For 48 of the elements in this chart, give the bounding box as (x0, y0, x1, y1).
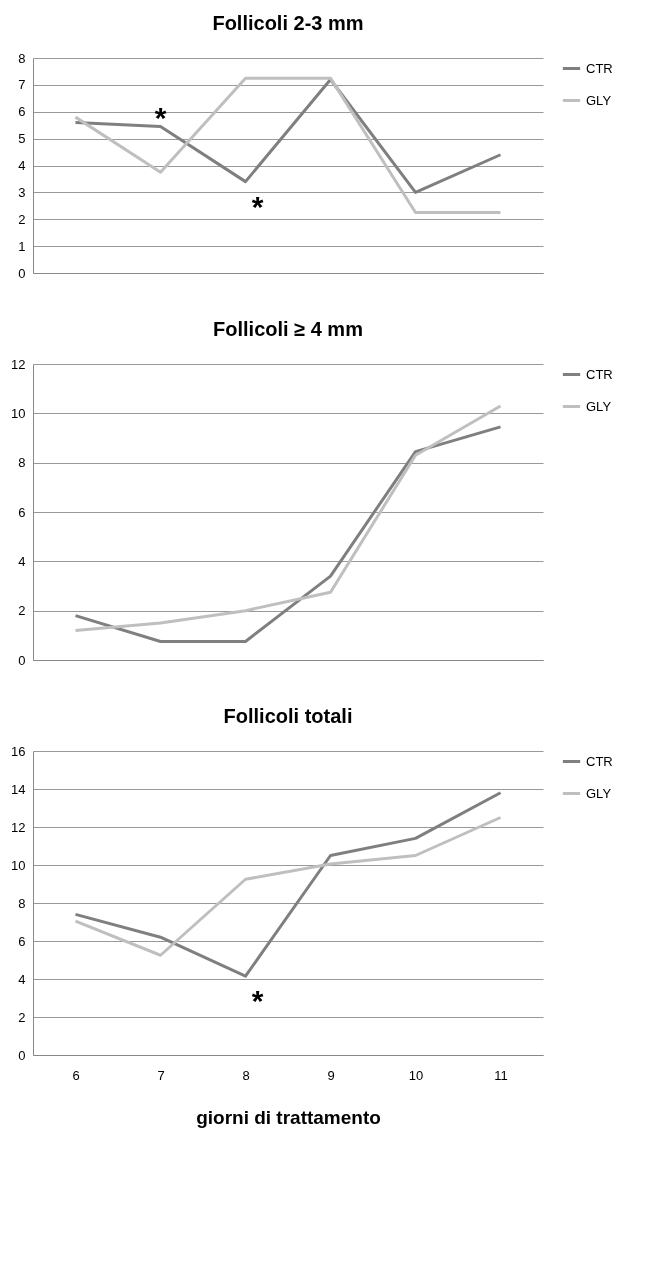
x-tick-label: 7 (157, 1067, 165, 1083)
x-axis-title: giorni di trattamento (196, 1106, 381, 1128)
y-tick-label: 2 (18, 603, 26, 619)
y-tick-label: 10 (11, 405, 26, 421)
y-tick-label: 1 (18, 238, 26, 254)
line-series (74, 791, 502, 978)
legend-label: GLY (586, 785, 612, 801)
y-tick-label: 3 (18, 184, 26, 200)
y-tick-label: 8 (18, 895, 26, 911)
annotation: * (154, 100, 167, 134)
y-tick-label: 7 (18, 77, 26, 93)
chart-title: Follicoli ≥ 4 mm (213, 318, 363, 340)
y-tick-label: 12 (11, 819, 26, 835)
y-tick-label: 8 (18, 455, 26, 471)
y-tick-label: 2 (18, 1009, 26, 1025)
line-series (74, 816, 502, 957)
y-tick-label: 4 (18, 971, 26, 987)
line-series (74, 76, 502, 215)
legend-label: GLY (586, 398, 612, 414)
y-tick-label: 5 (18, 131, 26, 147)
y-tick-label: 12 (11, 356, 26, 372)
y-tick-label: 6 (18, 104, 26, 120)
chart-title: Follicoli totali (223, 705, 353, 727)
y-tick-label: 6 (18, 504, 26, 520)
annotation: * (251, 189, 264, 223)
chart-title: Follicoli 2-3 mm (212, 12, 364, 34)
x-tick-label: 11 (494, 1067, 508, 1083)
x-tick-label: 9 (327, 1067, 335, 1083)
y-tick-label: 4 (18, 553, 26, 569)
y-tick-label: 6 (18, 933, 26, 949)
legend-label: GLY (586, 92, 612, 108)
line-series (74, 78, 502, 194)
y-tick-label: 8 (18, 50, 26, 66)
y-tick-label: 0 (18, 1047, 26, 1063)
legend-label: CTR (586, 60, 613, 76)
x-tick-label: 10 (408, 1067, 424, 1083)
x-tick-label: 6 (72, 1067, 80, 1083)
y-tick-label: 16 (11, 743, 26, 759)
y-tick-label: 2 (18, 211, 26, 227)
y-tick-label: 4 (18, 158, 26, 173)
y-tick-label: 0 (18, 652, 26, 668)
legend-label: CTR (586, 366, 613, 382)
y-tick-label: 14 (11, 781, 26, 797)
y-tick-label: 10 (11, 857, 26, 873)
y-tick-label: 0 (18, 265, 26, 281)
annotation: * (251, 984, 264, 1018)
x-tick-label: 8 (242, 1067, 250, 1083)
legend-label: CTR (586, 753, 613, 769)
